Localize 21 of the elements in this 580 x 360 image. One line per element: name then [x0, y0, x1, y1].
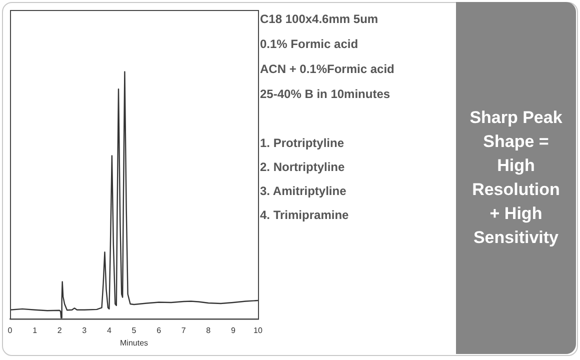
text: Sharp Peak Shape = High Resolution + High Sensitivity: [468, 107, 564, 249]
x-tick-label: 2: [57, 326, 62, 335]
text: 4. Trimipramine: [260, 208, 349, 222]
x-tick-label: 4: [106, 326, 112, 335]
x-tick-label: 6: [156, 326, 162, 335]
x-tick-label: 5: [132, 326, 137, 335]
x-tick-label: 8: [206, 326, 212, 335]
text: 0.1% Formic acid: [260, 37, 358, 51]
x-axis-title: Minutes: [120, 338, 148, 348]
text: C18 100x4.6mm 5um: [260, 12, 378, 26]
x-tick-label: 0: [8, 326, 13, 335]
text: 1. Protriptyline: [260, 136, 344, 150]
text: 3. Amitriptyline: [260, 184, 346, 198]
text: 25-40% B in 10minutes: [260, 87, 390, 101]
x-tick-label: 10: [254, 326, 263, 335]
x-tick-label: 9: [230, 326, 236, 335]
x-tick-label: 1: [32, 326, 38, 335]
text: 2. Nortriptyline: [260, 160, 345, 174]
text: ACN + 0.1%Formic acid: [260, 62, 394, 76]
x-tick-label: 7: [181, 326, 186, 335]
x-tick-label: 3: [82, 326, 88, 335]
